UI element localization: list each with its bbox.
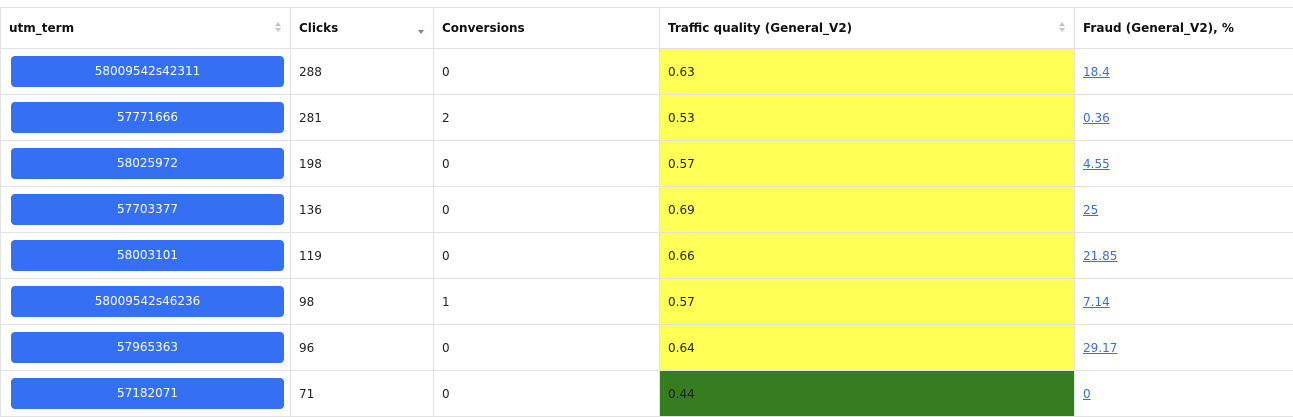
cell-traffic-quality: 0.69 <box>660 187 1075 233</box>
cell-traffic-quality: 0.53 <box>660 95 1075 141</box>
cell-conversions: 0 <box>434 371 660 417</box>
cell-utm-term: 58009542s42311 <box>1 49 291 95</box>
cell-conversions: 0 <box>434 325 660 371</box>
fraud-link[interactable]: 25 <box>1083 203 1098 217</box>
cell-clicks: 288 <box>291 49 434 95</box>
column-header-label: Traffic quality (General_V2) <box>668 21 852 35</box>
cell-traffic-quality: 0.57 <box>660 279 1075 325</box>
cell-utm-term: 58025972 <box>1 141 291 187</box>
cell-traffic-quality: 0.64 <box>660 325 1075 371</box>
cell-conversions: 0 <box>434 187 660 233</box>
cell-clicks: 71 <box>291 371 434 417</box>
cell-conversions: 0 <box>434 141 660 187</box>
cell-fraud: 21.85 <box>1075 233 1293 279</box>
cell-utm-term: 57965363 <box>1 325 291 371</box>
fraud-link[interactable]: 0 <box>1083 387 1091 401</box>
cell-conversions: 2 <box>434 95 660 141</box>
utm-term-button[interactable]: 57965363 <box>11 332 284 363</box>
utm-term-button[interactable]: 58009542s42311 <box>11 56 284 87</box>
cell-conversions: 0 <box>434 49 660 95</box>
cell-utm-term: 57703377 <box>1 187 291 233</box>
cell-utm-term: 57182071 <box>1 371 291 417</box>
cell-fraud: 29.17 <box>1075 325 1293 371</box>
sort-icon[interactable] <box>275 22 282 34</box>
utm-term-button[interactable]: 58009542s46236 <box>11 286 284 317</box>
cell-fraud: 7.14 <box>1075 279 1293 325</box>
fraud-link[interactable]: 0.36 <box>1083 111 1110 125</box>
cell-traffic-quality: 0.66 <box>660 233 1075 279</box>
utm-term-button[interactable]: 58025972 <box>11 148 284 179</box>
fraud-link[interactable]: 29.17 <box>1083 341 1117 355</box>
cell-clicks: 281 <box>291 95 434 141</box>
cell-utm-term: 58003101 <box>1 233 291 279</box>
column-header-clicks[interactable]: Clicks <box>291 8 434 49</box>
cell-fraud: 0 <box>1075 371 1293 417</box>
fraud-link[interactable]: 4.55 <box>1083 157 1110 171</box>
sort-icon[interactable] <box>1059 22 1066 34</box>
column-header-label: Fraud (General_V2), % <box>1083 21 1234 35</box>
cell-fraud: 18.4 <box>1075 49 1293 95</box>
column-header-label: Conversions <box>442 21 525 35</box>
header-row: utm_term Clicks Conversions Traffic qual… <box>1 8 1293 49</box>
cell-traffic-quality: 0.44 <box>660 371 1075 417</box>
cell-clicks: 119 <box>291 233 434 279</box>
column-header-conversions[interactable]: Conversions <box>434 8 660 49</box>
fraud-link[interactable]: 21.85 <box>1083 249 1117 263</box>
sort-desc-icon[interactable] <box>418 22 425 34</box>
cell-clicks: 198 <box>291 141 434 187</box>
cell-clicks: 96 <box>291 325 434 371</box>
cell-conversions: 0 <box>434 233 660 279</box>
fraud-link[interactable]: 7.14 <box>1083 295 1110 309</box>
cell-fraud: 0.36 <box>1075 95 1293 141</box>
utm-term-button[interactable]: 57703377 <box>11 194 284 225</box>
cell-traffic-quality: 0.63 <box>660 49 1075 95</box>
cell-fraud: 4.55 <box>1075 141 1293 187</box>
column-header-label: utm_term <box>9 21 74 35</box>
cell-conversions: 1 <box>434 279 660 325</box>
cell-utm-term: 58009542s46236 <box>1 279 291 325</box>
cell-utm-term: 57771666 <box>1 95 291 141</box>
utm-term-button[interactable]: 58003101 <box>11 240 284 271</box>
cell-traffic-quality: 0.57 <box>660 141 1075 187</box>
fraud-link[interactable]: 18.4 <box>1083 65 1110 79</box>
cell-clicks: 98 <box>291 279 434 325</box>
stats-table: utm_term Clicks Conversions Traffic qual… <box>0 7 1293 417</box>
cell-clicks: 136 <box>291 187 434 233</box>
column-header-fraud[interactable]: Fraud (General_V2), % <box>1075 8 1293 49</box>
utm-term-button[interactable]: 57182071 <box>11 378 284 409</box>
utm-term-button[interactable]: 57771666 <box>11 102 284 133</box>
column-header-quality[interactable]: Traffic quality (General_V2) <box>660 8 1075 49</box>
cell-fraud: 25 <box>1075 187 1293 233</box>
column-header-label: Clicks <box>299 21 338 35</box>
column-header-utm-term[interactable]: utm_term <box>1 8 291 49</box>
